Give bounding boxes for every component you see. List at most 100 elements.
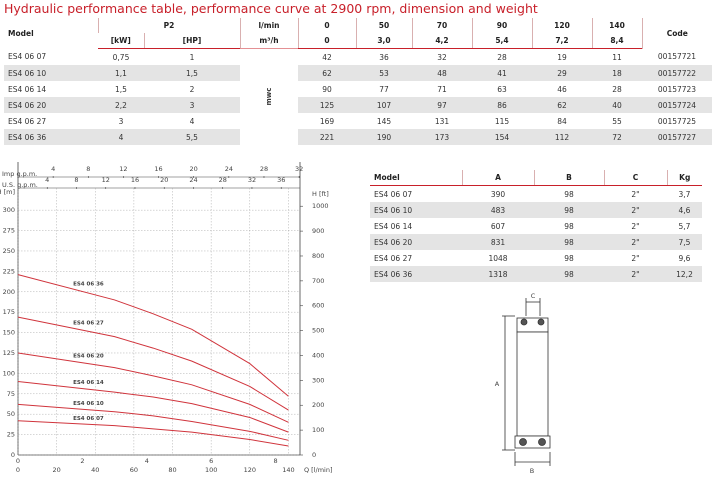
table-cell: 00157722 xyxy=(642,65,712,81)
table-cell: 2" xyxy=(604,202,667,218)
table-cell: 62 xyxy=(298,65,356,81)
x2-tick-label: 8 xyxy=(86,165,90,173)
dimension-label: B xyxy=(530,467,534,475)
table-cell: 107 xyxy=(356,97,412,113)
table-cell: 00157727 xyxy=(642,129,712,145)
table-cell: 1,5 xyxy=(115,84,127,94)
x-tick-label: 0 xyxy=(16,466,20,474)
x2-tick-label: 8 xyxy=(273,457,277,465)
table-cell: 1318 xyxy=(462,266,534,282)
x-tick-label: 100 xyxy=(205,466,217,474)
x-axis-label: Q [l/min] xyxy=(304,466,333,474)
header-cell: Model xyxy=(8,28,34,38)
table-row: ES4 06 10 1,1 1,5 62 53 48 41 29 18 00157722 xyxy=(4,65,712,81)
table-cell: 0,75 xyxy=(112,52,130,62)
table-cell: 607 xyxy=(490,221,506,231)
dimension-label: C xyxy=(531,292,536,300)
table-cell: 173 xyxy=(412,129,472,145)
pump-body xyxy=(516,331,549,437)
table-cell: 2" xyxy=(631,189,640,199)
table-cell: 154 xyxy=(472,129,532,145)
table-cell: 00157721 xyxy=(657,52,697,62)
pump-detail xyxy=(519,438,527,446)
table-cell: 28 xyxy=(497,52,507,62)
table-cell: 4,6 xyxy=(667,202,702,218)
y-tick-label: 75 xyxy=(7,390,15,398)
y2-tick-label: 1000 xyxy=(312,202,329,210)
y-tick-label: 100 xyxy=(3,369,15,377)
y2-tick-label: 100 xyxy=(312,426,324,434)
x2-tick-label: 36 xyxy=(277,176,285,184)
table-cell: 221 xyxy=(298,129,356,145)
table-cell: 125 xyxy=(298,97,356,113)
curve-label: ES4 06 20 xyxy=(73,354,104,360)
y2-tick-label: 300 xyxy=(312,376,324,384)
x2-tick-label: 28 xyxy=(219,176,227,184)
curve-label: ES4 06 07 xyxy=(73,416,104,422)
table-cell: 2 xyxy=(189,84,195,94)
table-row: ES4 06 20 831 98 2" 7,5 xyxy=(370,234,702,250)
table-row: ES4 06 07 390 98 2" 3,7 xyxy=(370,186,702,203)
table-cell: 46 xyxy=(557,84,567,94)
table-cell: ES4 06 14 xyxy=(8,84,47,94)
table-cell: 86 xyxy=(472,97,532,113)
table-cell: 11 xyxy=(612,52,622,62)
table-cell: 90 xyxy=(322,84,332,94)
dimension-table: Model A B C Kg ES4 06 07 390 98 2" 3,7 ES4 06 10 4… xyxy=(370,170,702,282)
x-tick-label: 20 xyxy=(52,466,60,474)
table-cell: 4 xyxy=(98,129,144,145)
table-cell: 3,7 xyxy=(678,189,691,199)
table-cell: ES4 06 14 xyxy=(374,221,413,231)
pump-detail xyxy=(520,318,528,326)
table-cell: 77 xyxy=(379,84,389,94)
curve xyxy=(17,381,289,433)
table-cell: ES4 06 36 xyxy=(370,266,462,282)
table-cell: 112 xyxy=(532,129,592,145)
table-cell: 28 xyxy=(612,84,622,94)
table-cell: 41 xyxy=(472,65,532,81)
curve xyxy=(17,420,289,447)
y-axis-label: H [m] xyxy=(0,188,15,196)
dimension-label: A xyxy=(495,380,500,388)
curve xyxy=(17,274,289,397)
x-tick-label: 40 xyxy=(91,466,99,474)
table-cell: 53 xyxy=(356,65,412,81)
table-cell: ES4 06 27 xyxy=(374,253,413,263)
table-row: ES4 06 14 607 98 2" 5,7 xyxy=(370,218,702,234)
header-cell: 7,2 xyxy=(531,33,592,49)
table-row: ES4 06 07 0,75 1 mwc 42 36 32 28 19 11 00157721 xyxy=(4,48,712,145)
table-cell: 190 xyxy=(356,129,412,145)
table-cell: 97 xyxy=(412,97,472,113)
x2-tick-label: 16 xyxy=(154,165,162,173)
x2-tick-label: 20 xyxy=(190,165,198,173)
table-cell: 00157725 xyxy=(657,116,697,126)
y-tick-label: 300 xyxy=(3,206,15,214)
table-cell: 5,5 xyxy=(144,129,240,145)
x2-tick-label: 4 xyxy=(45,176,49,184)
header-cell: 5,4 xyxy=(471,33,532,49)
header-cell: Model xyxy=(370,170,462,186)
table-body: ES4 06 07 390 98 2" 3,7 ES4 06 10 483 98 2" 4,6 ES… xyxy=(370,186,702,282)
y-tick-label: 200 xyxy=(3,288,15,296)
table-cell: 169 xyxy=(319,116,335,126)
table-header: Model P2 l/min 0 50 70 90 120 140 Code [kW] [HP] m³/… xyxy=(4,18,712,49)
y2-tick-label: 900 xyxy=(312,227,324,235)
x2-tick-label: 4 xyxy=(145,457,149,465)
table-cell: 36 xyxy=(379,52,389,62)
header-cell: C xyxy=(603,170,667,186)
y-tick-label: 225 xyxy=(3,267,15,275)
table-cell: 98 xyxy=(564,221,574,231)
x2-axis-label: U.S. g.p.m. xyxy=(2,181,38,189)
pump-detail xyxy=(538,438,546,446)
table-cell: 19 xyxy=(557,52,567,62)
header-cell: [kW] xyxy=(98,33,144,49)
x2-tick-label: 28 xyxy=(260,165,268,173)
table-cell: 00157723 xyxy=(657,84,697,94)
x2-tick-label: 12 xyxy=(102,176,110,184)
table-cell: 98 xyxy=(564,253,574,263)
table-cell: 48 xyxy=(412,65,472,81)
curve-label: ES4 06 36 xyxy=(73,281,104,287)
table-cell: 40 xyxy=(592,97,642,113)
